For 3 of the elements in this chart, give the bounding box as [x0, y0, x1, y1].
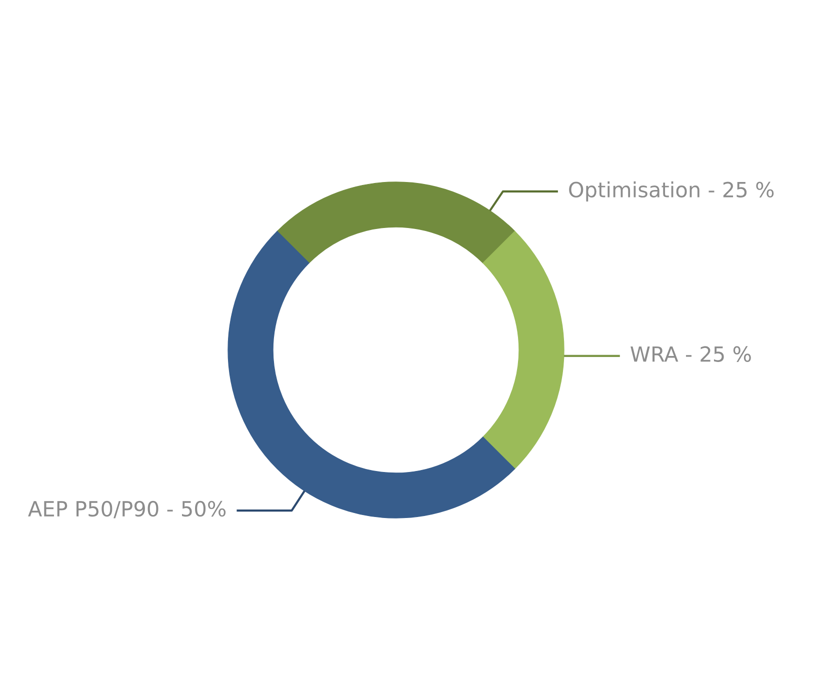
slice-label: AEP P50/P90 - 50%	[28, 500, 226, 518]
slice-label: Optimisation - 25 %	[569, 181, 774, 202]
slice-label: WRA - 25 %	[630, 346, 751, 362]
